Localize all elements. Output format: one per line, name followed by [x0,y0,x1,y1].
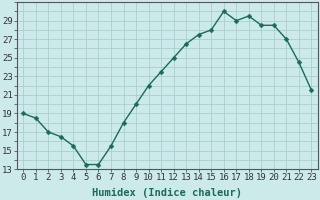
X-axis label: Humidex (Indice chaleur): Humidex (Indice chaleur) [92,188,242,198]
